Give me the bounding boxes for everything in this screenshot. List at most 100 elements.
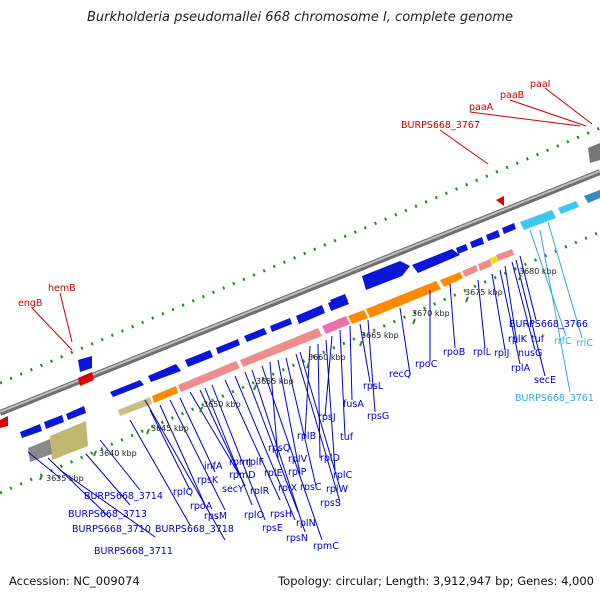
gene-block[interactable]: [588, 143, 600, 163]
gene-label-burps668-3767[interactable]: BURPS668_3767: [401, 120, 480, 131]
gene-label[interactable]: rplO: [244, 510, 264, 521]
gene-label[interactable]: nusG: [518, 348, 542, 359]
gene-label[interactable]: rpsH: [270, 509, 292, 520]
gene-block[interactable]: [348, 310, 368, 324]
gene-label[interactable]: rpsG: [367, 411, 389, 422]
gene-label[interactable]: rplD: [320, 453, 340, 464]
gene-arrow[interactable]: [44, 415, 64, 429]
gene-arrow[interactable]: [502, 223, 516, 234]
gene-label-paaB[interactable]: paaB: [500, 90, 524, 101]
ribosomal-block[interactable]: [496, 249, 514, 261]
gene-arrow[interactable]: [78, 356, 92, 372]
gene-arrow[interactable]: [330, 294, 348, 307]
red-arrow[interactable]: [0, 416, 8, 428]
gene-label[interactable]: rplN: [296, 518, 316, 529]
gene-block[interactable]: [50, 421, 88, 460]
ribosomal-block[interactable]: [240, 328, 322, 367]
rrna-gene[interactable]: [558, 201, 579, 214]
cyan-gene-labels[interactable]: rrfC rrlC BURPS668_3761: [515, 336, 594, 404]
gene-arrow[interactable]: [456, 244, 468, 254]
gene-label-paaI[interactable]: paaI: [530, 79, 550, 90]
gene-block[interactable]: [366, 281, 441, 318]
gene-label[interactable]: BURPS668_3713: [68, 509, 147, 520]
gene-label[interactable]: rplE: [264, 468, 283, 479]
gene-arrow[interactable]: [270, 318, 292, 332]
gene-block[interactable]: [490, 256, 498, 264]
red-arrow[interactable]: [78, 372, 94, 386]
gene-label[interactable]: rpsJ: [318, 412, 336, 423]
reverse-strand-genes[interactable]: [28, 249, 514, 462]
gene-arrow[interactable]: [110, 380, 144, 397]
blue-gene-labels[interactable]: BURPS668_3714 BURPS668_3713 BURPS668_371…: [68, 319, 588, 557]
gene-label[interactable]: infA: [204, 461, 223, 472]
gene-label[interactable]: BURPS668_3710: [72, 524, 151, 535]
gene-block[interactable]: [440, 272, 463, 287]
red-features[interactable]: [0, 196, 504, 428]
gene-arrow[interactable]: [486, 230, 500, 241]
gene-arrow[interactable]: [412, 249, 460, 273]
gene-label[interactable]: rplC: [333, 470, 353, 481]
gene-arrow[interactable]: [148, 364, 181, 382]
gene-label[interactable]: secE: [534, 375, 556, 386]
gene-label[interactable]: rplV: [288, 454, 308, 465]
rrna-operon[interactable]: [520, 143, 600, 230]
gene-label[interactable]: BURPS668_3718: [155, 524, 234, 535]
gene-label[interactable]: rplB: [297, 431, 316, 442]
gene-label[interactable]: rplQ: [173, 487, 193, 498]
gene-label[interactable]: rpsN: [286, 533, 308, 544]
gene-label[interactable]: BURPS668_3711: [94, 546, 173, 557]
gene-label-rrfC[interactable]: rrfC: [554, 336, 572, 347]
gene-arrow[interactable]: [244, 328, 267, 342]
gene-label-engB[interactable]: engB: [18, 298, 42, 309]
gene-label[interactable]: rpsC: [300, 482, 322, 493]
gene-label[interactable]: rpmJ: [229, 457, 251, 468]
gene-label-rrlC[interactable]: rrlC: [576, 338, 593, 349]
gene-label[interactable]: secY: [222, 484, 244, 495]
gene-label[interactable]: BURPS668_3766: [509, 319, 588, 330]
gene-label[interactable]: recQ: [389, 369, 411, 380]
gene-block[interactable]: [118, 397, 152, 416]
rrna-gene[interactable]: [584, 190, 600, 203]
gene-label[interactable]: rplL: [473, 347, 492, 358]
gene-label[interactable]: rplK: [508, 334, 528, 345]
gene-label[interactable]: rplP: [288, 467, 307, 478]
gene-arrow[interactable]: [20, 424, 42, 438]
gene-label[interactable]: rpsE: [262, 523, 283, 534]
red-gene-labels[interactable]: engB hemB BURPS668_3767 paaA paaB paaI: [18, 79, 550, 309]
gene-label-hemB[interactable]: hemB: [48, 283, 76, 294]
gene-label[interactable]: rplA: [511, 363, 531, 374]
gene-label[interactable]: fusA: [343, 399, 364, 410]
ribosomal-block[interactable]: [322, 316, 350, 334]
gene-label[interactable]: rpsQ: [268, 443, 290, 454]
gene-label[interactable]: rpsK: [197, 475, 219, 486]
gene-arrow[interactable]: [66, 406, 86, 420]
gene-label[interactable]: rpoC: [415, 359, 438, 370]
gene-label[interactable]: rpsS: [320, 498, 341, 509]
gene-label[interactable]: rpoB: [443, 347, 465, 358]
gene-arrow[interactable]: [470, 237, 484, 248]
gene-label[interactable]: rpsL: [363, 381, 384, 392]
gene-label[interactable]: tuf: [340, 432, 354, 443]
gene-label[interactable]: rplJ: [494, 348, 509, 359]
gene-label-paaA[interactable]: paaA: [469, 102, 494, 113]
gene-arrow[interactable]: [296, 305, 325, 324]
gene-arrow[interactable]: [362, 261, 410, 290]
ribosomal-block[interactable]: [478, 259, 492, 271]
gene-label[interactable]: rplX: [278, 483, 298, 494]
gene-label-tuf-2[interactable]: tuf: [531, 334, 545, 345]
ribosomal-block[interactable]: [462, 265, 478, 277]
gene-label[interactable]: rpmC: [313, 541, 339, 552]
gene-label[interactable]: BURPS668_3714: [84, 491, 163, 502]
gene-block[interactable]: [152, 386, 178, 403]
red-arrow[interactable]: [496, 196, 504, 206]
gene-label[interactable]: rpmD: [229, 470, 256, 481]
gene-arrow[interactable]: [185, 350, 213, 367]
gene-label[interactable]: rplW: [326, 484, 349, 495]
gene-label-burps668-3761[interactable]: BURPS668_3761: [515, 393, 594, 404]
gene-label[interactable]: rplR: [250, 486, 270, 497]
gene-arrow[interactable]: [216, 339, 240, 354]
gene-label[interactable]: rplF: [246, 457, 264, 468]
ribosomal-block[interactable]: [178, 361, 240, 392]
forward-strand-genes[interactable]: [20, 223, 516, 438]
